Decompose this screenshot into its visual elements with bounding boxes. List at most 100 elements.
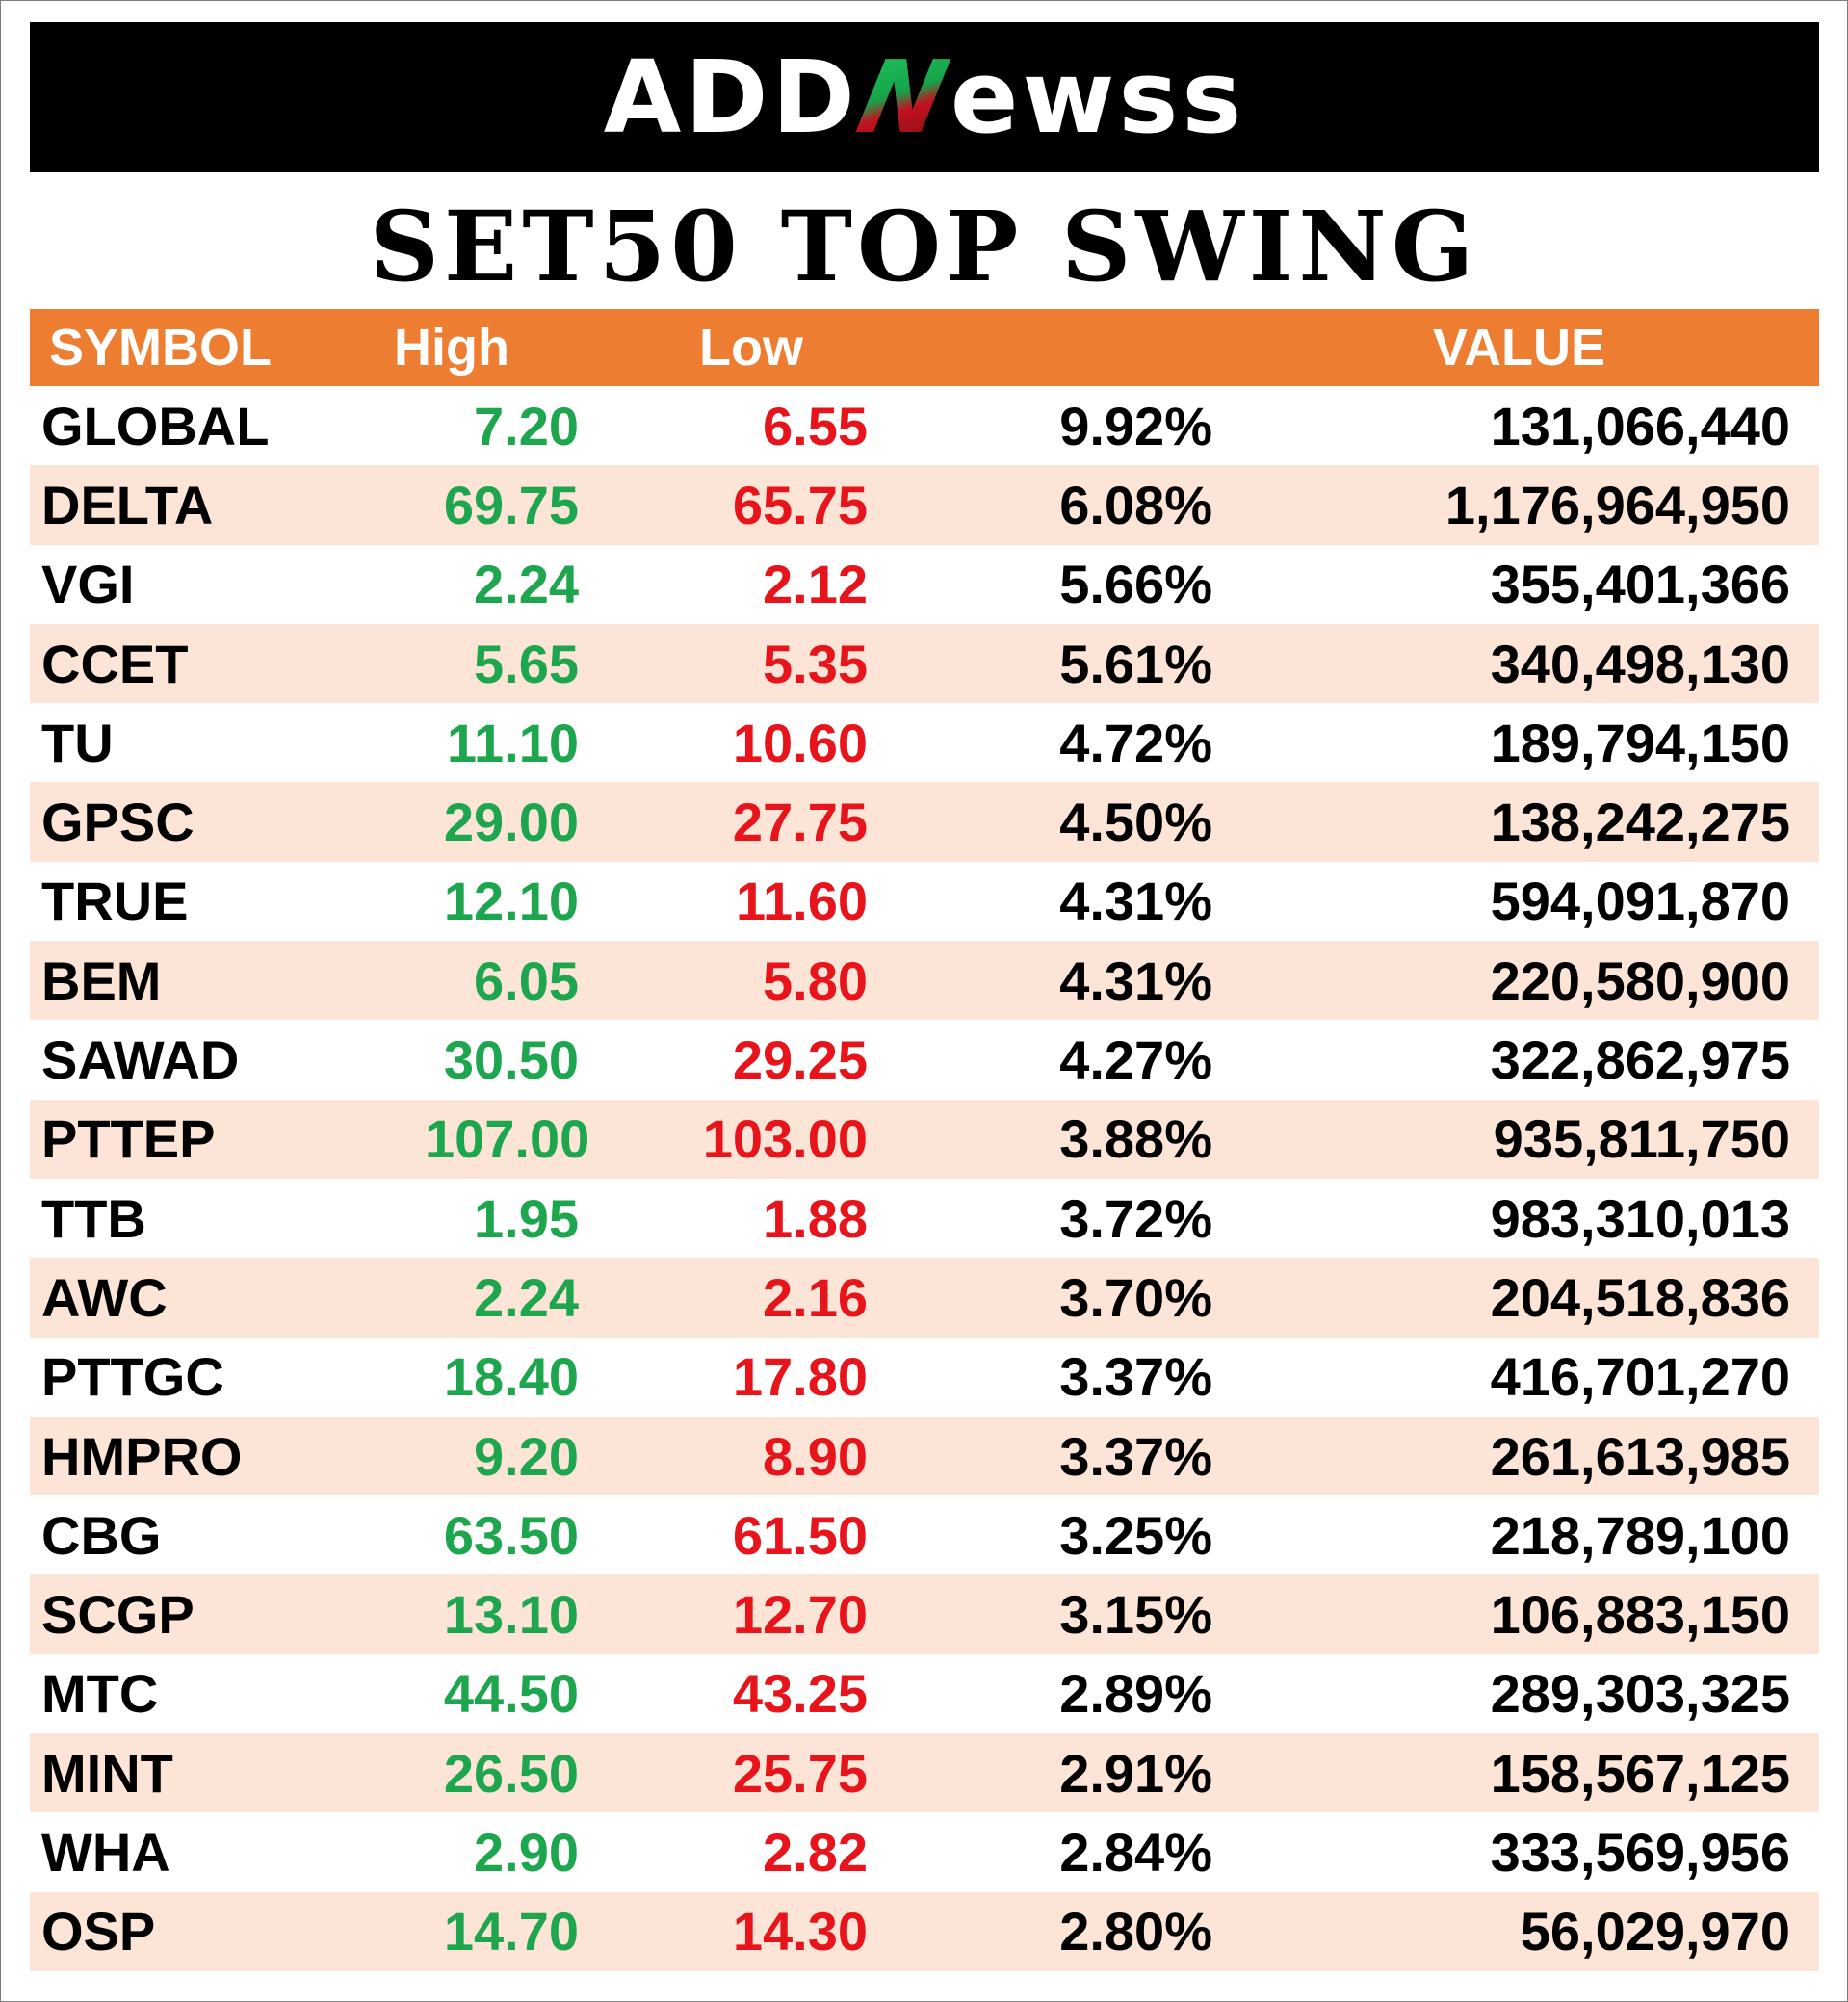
table-row: AWC 2.24 2.16 3.70% 204,518,836 (30, 1258, 1819, 1338)
table-row: HMPRO 9.20 8.90 3.37% 261,613,985 (30, 1416, 1819, 1496)
value-cell: 289,303,325 (1490, 1663, 1790, 1725)
change-cell: 2.80% (1059, 1901, 1212, 1963)
value-cell: 322,862,975 (1490, 1029, 1790, 1091)
low-cell: 103.00 (702, 1108, 868, 1170)
high-cell: 9.20 (474, 1425, 579, 1487)
table-row: PTTGC 18.40 17.80 3.37% 416,701,270 (30, 1338, 1819, 1417)
change-cell: 3.37% (1059, 1425, 1212, 1487)
low-cell: 43.25 (732, 1663, 868, 1725)
high-cell: 7.20 (474, 395, 579, 456)
table-row: TU 11.10 10.60 4.72% 189,794,150 (30, 703, 1819, 782)
value-cell: 189,794,150 (1490, 712, 1790, 773)
low-cell: 2.12 (763, 554, 868, 615)
table-row: MTC 44.50 43.25 2.89% 289,303,325 (30, 1654, 1819, 1733)
high-cell: 13.10 (443, 1584, 579, 1646)
high-cell: 11.10 (446, 712, 579, 773)
value-cell: 138,242,275 (1490, 792, 1790, 853)
change-cell: 3.72% (1059, 1187, 1212, 1249)
high-cell: 2.90 (474, 1821, 579, 1883)
table-row: SAWAD 30.50 29.25 4.27% 322,862,975 (30, 1020, 1819, 1099)
change-cell: 3.37% (1059, 1346, 1212, 1408)
symbol-cell: CCET (41, 633, 189, 694)
high-cell: 12.10 (443, 871, 579, 932)
high-cell: 14.70 (443, 1901, 579, 1963)
page-title: SET50 TOP SWING (369, 190, 1479, 303)
value-cell: 594,091,870 (1490, 871, 1790, 932)
low-cell: 17.80 (732, 1346, 868, 1408)
high-cell: 18.40 (443, 1346, 579, 1408)
value-cell: 333,569,956 (1490, 1821, 1790, 1883)
high-cell: 107.00 (425, 1108, 590, 1170)
symbol-cell: GLOBAL (41, 395, 270, 456)
high-cell: 30.50 (443, 1029, 579, 1091)
change-cell: 5.66% (1059, 554, 1212, 615)
change-cell: 5.61% (1059, 633, 1212, 694)
high-cell: 1.95 (474, 1187, 579, 1249)
header-high: High (394, 319, 509, 377)
value-cell: 131,066,440 (1490, 395, 1790, 456)
symbol-cell: BEM (41, 949, 162, 1011)
table-row: OSP 14.70 14.30 2.80% 56,029,970 (30, 1891, 1819, 1971)
value-cell: 355,401,366 (1490, 554, 1790, 615)
value-cell: 158,567,125 (1490, 1742, 1790, 1804)
value-cell: 340,498,130 (1490, 633, 1790, 694)
symbol-cell: GPSC (41, 792, 195, 853)
symbol-cell: PTTGC (41, 1346, 224, 1408)
change-cell: 4.27% (1059, 1029, 1212, 1091)
high-cell: 2.24 (474, 1266, 579, 1328)
symbol-cell: AWC (41, 1266, 168, 1328)
low-cell: 27.75 (732, 792, 868, 853)
change-cell: 6.08% (1059, 474, 1212, 535)
value-cell: 1,176,964,950 (1445, 474, 1790, 535)
change-cell: 2.89% (1059, 1663, 1212, 1725)
value-cell: 56,029,970 (1520, 1901, 1790, 1963)
table-row: VGI 2.24 2.12 5.66% 355,401,366 (30, 545, 1819, 624)
symbol-cell: OSP (41, 1901, 156, 1963)
high-cell: 26.50 (443, 1742, 579, 1804)
table-row: CCET 5.65 5.35 5.61% 340,498,130 (30, 623, 1819, 704)
change-cell: 4.31% (1059, 949, 1212, 1011)
symbol-cell: HMPRO (41, 1425, 243, 1487)
logo-prefix: ADD (603, 39, 859, 156)
value-cell: 220,580,900 (1490, 949, 1790, 1011)
table-row: GPSC 29.00 27.75 4.50% 138,242,275 (30, 782, 1819, 862)
table-row: TTB 1.95 1.88 3.72% 983,310,013 (30, 1179, 1819, 1258)
header-low: Low (699, 319, 803, 377)
symbol-cell: VGI (41, 554, 135, 615)
table-row: MINT 26.50 25.75 2.91% 158,567,125 (30, 1733, 1819, 1813)
logo-n-mark: N (847, 39, 961, 156)
high-cell: 44.50 (443, 1663, 579, 1725)
value-cell: 106,883,150 (1490, 1584, 1790, 1646)
change-cell: 3.15% (1059, 1584, 1212, 1646)
symbol-cell: TTB (41, 1187, 146, 1249)
high-cell: 5.65 (474, 633, 579, 694)
low-cell: 14.30 (732, 1901, 868, 1963)
table-row: TRUE 12.10 11.60 4.31% 594,091,870 (30, 862, 1819, 941)
symbol-cell: TU (41, 712, 114, 773)
value-cell: 261,613,985 (1490, 1425, 1790, 1487)
change-cell: 3.25% (1059, 1504, 1212, 1566)
value-cell: 218,789,100 (1490, 1504, 1790, 1566)
symbol-cell: TRUE (41, 871, 189, 932)
symbol-cell: MINT (41, 1742, 173, 1804)
table-row: GLOBAL 7.20 6.55 9.92% 131,066,440 (30, 386, 1819, 465)
low-cell: 5.80 (763, 949, 868, 1011)
high-cell: 29.00 (443, 792, 579, 853)
change-cell: 4.31% (1059, 871, 1212, 932)
low-cell: 11.60 (735, 871, 868, 932)
low-cell: 1.88 (763, 1187, 868, 1249)
table-body: GLOBAL 7.20 6.55 9.92% 131,066,440 DELTA 69.75… (30, 386, 1819, 1971)
high-cell: 2.24 (474, 554, 579, 615)
value-cell: 935,811,750 (1493, 1108, 1790, 1170)
table-row: BEM 6.05 5.80 4.31% 220,580,900 (30, 941, 1819, 1021)
change-cell: 2.91% (1059, 1742, 1212, 1804)
change-cell: 9.92% (1059, 395, 1212, 456)
header-symbol: SYMBOL (49, 319, 273, 377)
low-cell: 5.35 (763, 633, 868, 694)
change-cell: 4.50% (1059, 792, 1212, 853)
symbol-cell: SCGP (41, 1584, 195, 1646)
high-cell: 63.50 (443, 1504, 579, 1566)
value-cell: 983,310,013 (1490, 1187, 1790, 1249)
